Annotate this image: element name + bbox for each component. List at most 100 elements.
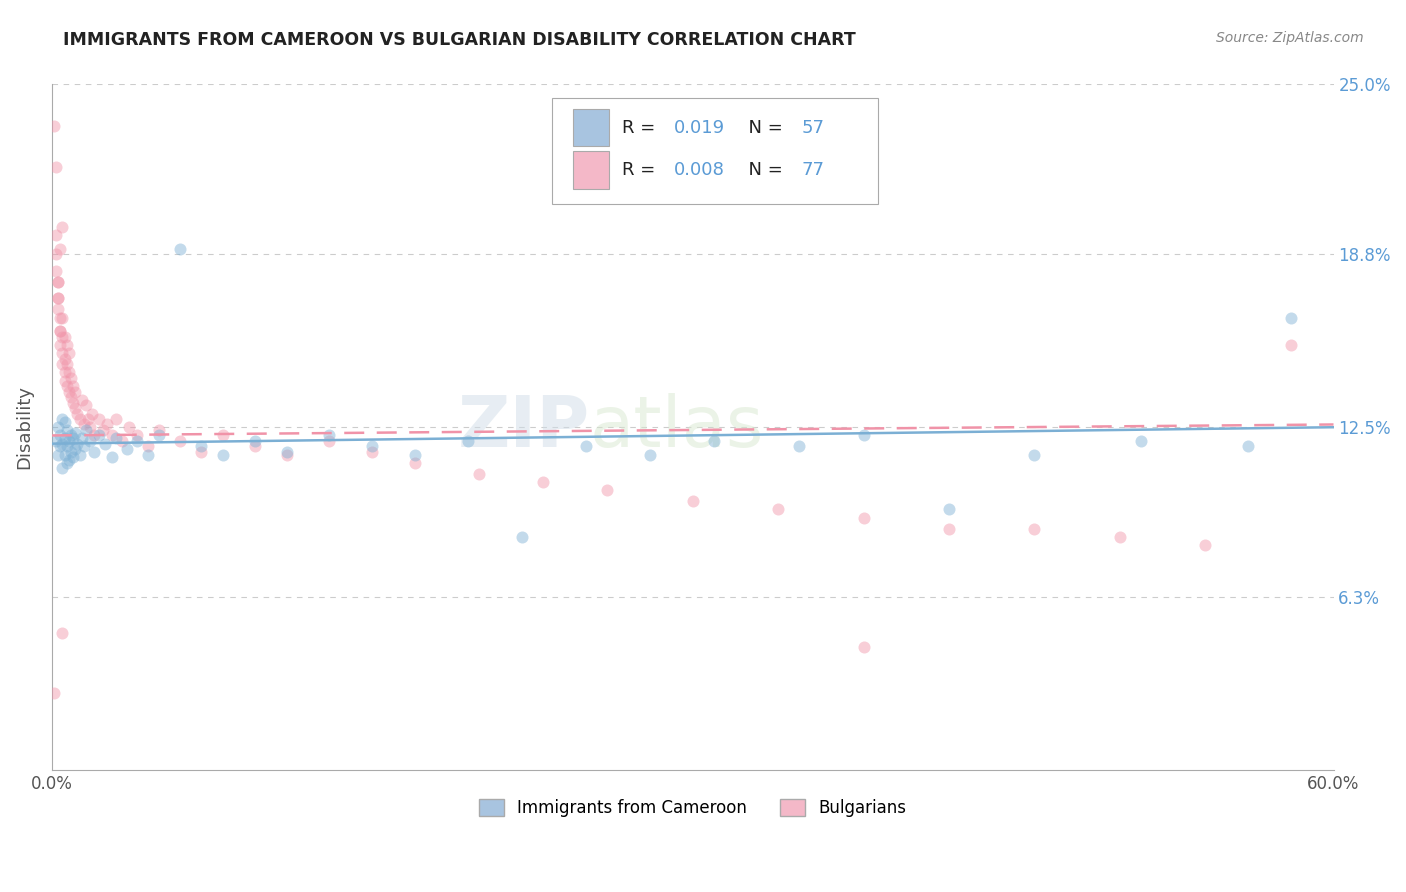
Text: 57: 57 xyxy=(801,119,824,136)
Point xyxy=(75,398,97,412)
Point xyxy=(59,428,82,442)
Point xyxy=(45,228,67,243)
Point xyxy=(49,324,72,338)
Point xyxy=(53,329,76,343)
Point xyxy=(46,420,69,434)
Point xyxy=(404,456,426,470)
Point xyxy=(276,445,298,459)
Point xyxy=(100,428,122,442)
Point xyxy=(59,371,82,385)
Point xyxy=(51,412,73,426)
Point xyxy=(45,160,67,174)
Point xyxy=(62,395,84,409)
Point xyxy=(468,467,491,481)
Point xyxy=(190,439,212,453)
Point xyxy=(53,351,76,366)
FancyBboxPatch shape xyxy=(551,98,879,204)
Point xyxy=(55,338,77,352)
Point xyxy=(361,439,384,453)
Point xyxy=(58,453,80,467)
Legend: Immigrants from Cameroon, Bulgarians: Immigrants from Cameroon, Bulgarians xyxy=(472,792,914,823)
Point xyxy=(1279,310,1302,325)
Point xyxy=(596,483,619,498)
Point xyxy=(46,291,69,305)
Point xyxy=(70,392,93,407)
Point xyxy=(169,434,191,448)
Point xyxy=(46,448,69,462)
Point xyxy=(83,428,105,442)
Point xyxy=(1237,439,1260,453)
Text: 0.019: 0.019 xyxy=(673,119,724,136)
Point xyxy=(243,434,266,448)
Point xyxy=(789,439,811,453)
Point xyxy=(49,428,72,442)
Point xyxy=(91,423,114,437)
Point xyxy=(69,412,91,426)
Point xyxy=(42,119,65,133)
Point xyxy=(211,448,233,462)
Point xyxy=(49,310,72,325)
Point xyxy=(682,494,704,508)
Point xyxy=(83,445,105,459)
Point xyxy=(94,436,117,450)
FancyBboxPatch shape xyxy=(574,109,609,146)
Point xyxy=(115,442,138,457)
Point xyxy=(136,439,159,453)
Y-axis label: Disability: Disability xyxy=(15,385,32,469)
Point xyxy=(276,448,298,462)
Point xyxy=(361,445,384,459)
Point xyxy=(79,420,101,434)
Point xyxy=(211,428,233,442)
Point xyxy=(66,436,89,450)
Text: R =: R = xyxy=(621,119,661,136)
Point xyxy=(46,302,69,317)
FancyBboxPatch shape xyxy=(574,152,609,189)
Point xyxy=(938,502,960,516)
Point xyxy=(46,275,69,289)
Text: 77: 77 xyxy=(801,161,824,179)
Point xyxy=(703,434,725,448)
Point xyxy=(58,434,80,448)
Point xyxy=(51,220,73,235)
Point xyxy=(1024,522,1046,536)
Point xyxy=(59,445,82,459)
Point xyxy=(46,291,69,305)
Point xyxy=(55,357,77,371)
Point xyxy=(531,475,554,489)
Point xyxy=(59,390,82,404)
Point xyxy=(53,374,76,388)
Point xyxy=(638,448,661,462)
Point xyxy=(766,502,789,516)
Text: N =: N = xyxy=(738,161,789,179)
Point xyxy=(82,407,104,421)
Point xyxy=(318,434,340,448)
Point xyxy=(73,439,96,453)
Point xyxy=(51,329,73,343)
Point xyxy=(118,420,141,434)
Point xyxy=(127,434,149,448)
Point xyxy=(1024,448,1046,462)
Point xyxy=(49,324,72,338)
Point xyxy=(53,448,76,462)
Point xyxy=(58,384,80,399)
Point xyxy=(1194,538,1216,552)
Point xyxy=(49,439,72,453)
Point xyxy=(510,530,533,544)
Point xyxy=(75,423,97,437)
Point xyxy=(66,407,89,421)
Point xyxy=(65,442,87,457)
Text: IMMIGRANTS FROM CAMEROON VS BULGARIAN DISABILITY CORRELATION CHART: IMMIGRANTS FROM CAMEROON VS BULGARIAN DI… xyxy=(63,31,856,49)
Point xyxy=(65,401,87,415)
Point xyxy=(51,436,73,450)
Text: 0.008: 0.008 xyxy=(673,161,724,179)
Point xyxy=(53,415,76,429)
Point xyxy=(148,428,170,442)
Point xyxy=(1130,434,1153,448)
Point xyxy=(62,450,84,465)
Point xyxy=(111,434,134,448)
Point xyxy=(70,431,93,445)
Point xyxy=(318,428,340,442)
Point xyxy=(53,431,76,445)
Point xyxy=(457,434,479,448)
Point xyxy=(575,439,598,453)
